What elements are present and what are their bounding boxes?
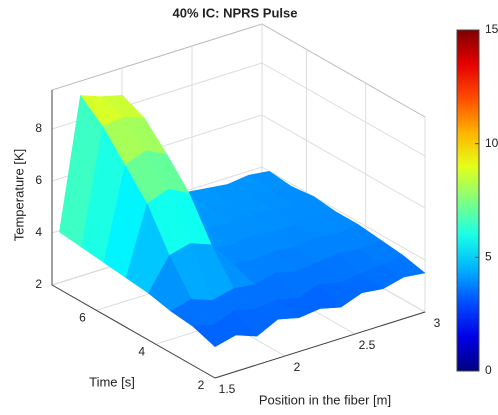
z-tick-label: 6 [35, 173, 42, 187]
z-tick-label: 2 [35, 277, 42, 291]
x-tick-label: 1.5 [219, 382, 236, 396]
x-axis-label: Position in the fiber [m] [259, 392, 391, 407]
colorbar-tick-label: 5 [485, 250, 492, 264]
axis-line [214, 311, 426, 379]
axis-line [51, 284, 216, 379]
y-tick-label: 2 [198, 378, 205, 392]
z-axis-label: Temperature [K] [11, 149, 26, 242]
x-tick-label: 2 [294, 360, 301, 374]
colorbar-tick-label: 10 [485, 136, 498, 150]
colorbar-tick-label: 0 [485, 363, 492, 377]
chart-title: 40% IC: NPRS Pulse [173, 5, 298, 20]
surface-cell [192, 324, 237, 348]
y-tick-label: 4 [138, 344, 145, 358]
colorbar-tick-label: 15 [485, 22, 498, 36]
grid-line [261, 114, 426, 209]
y-tick-label: 6 [79, 311, 86, 325]
grid-line [261, 166, 426, 261]
z-tick-label: 4 [35, 225, 42, 239]
grid-line [261, 62, 426, 157]
z-tick-label: 8 [35, 121, 42, 135]
colorbar [456, 29, 480, 372]
x-tick-label: 2.5 [359, 338, 376, 352]
x-tick-label: 3 [434, 316, 441, 330]
y-axis-label: Time [s] [89, 374, 135, 389]
